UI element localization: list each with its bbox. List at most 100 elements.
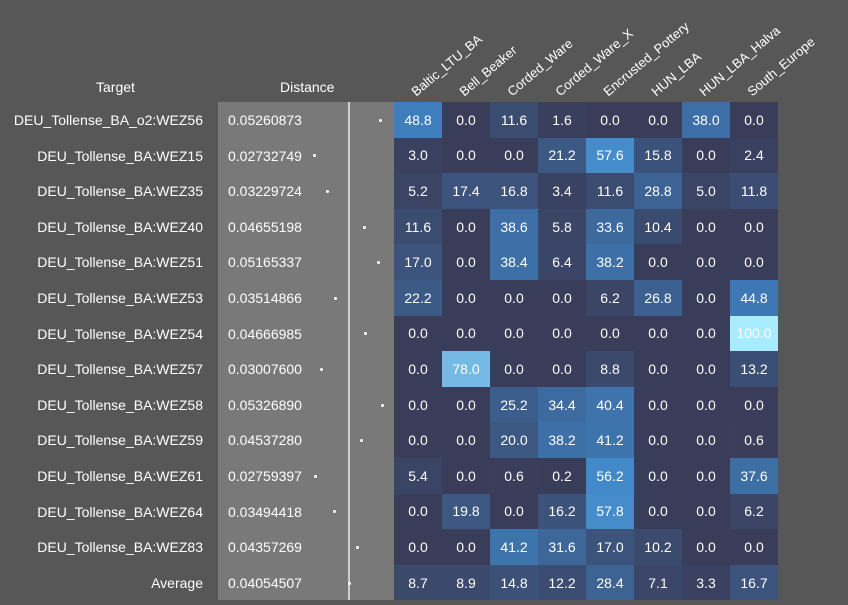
heatmap-cell: 15.8 bbox=[634, 137, 682, 174]
heatmap-cell: 0.0 bbox=[682, 422, 730, 458]
heatmap-cell: 14.8 bbox=[490, 564, 538, 601]
heatmap-cell: 21.2 bbox=[538, 137, 586, 174]
heatmap-cell: 0.0 bbox=[634, 386, 682, 423]
heatmap-cell: 0.0 bbox=[394, 422, 442, 458]
row-label: Average bbox=[151, 574, 203, 591]
heatmap-cell: 0.0 bbox=[442, 102, 490, 138]
heatmap-cell: 33.6 bbox=[586, 208, 634, 245]
heatmap-cell: 0.0 bbox=[682, 137, 730, 174]
heatmap-cell: 57.6 bbox=[586, 137, 634, 174]
heatmap-cell: 0.2 bbox=[538, 458, 586, 494]
heatmap-cell: 44.8 bbox=[730, 280, 778, 316]
heatmap-cell: 0.0 bbox=[682, 280, 730, 316]
heatmap-cell: 0.0 bbox=[394, 315, 442, 352]
distance-value: 0.02759397 bbox=[228, 468, 302, 484]
heatmap-cell: 16.7 bbox=[730, 564, 778, 601]
heatmap-cell: 0.0 bbox=[490, 351, 538, 387]
heatmap-cell: 5.2 bbox=[394, 173, 442, 209]
distance-dot bbox=[363, 332, 367, 336]
heatmap-cell: 0.0 bbox=[490, 493, 538, 530]
target-column-header: Target bbox=[96, 79, 135, 95]
distance-panel bbox=[218, 102, 394, 600]
distance-dot bbox=[380, 403, 384, 407]
distance-dot bbox=[376, 261, 380, 265]
distance-separator-line bbox=[348, 102, 350, 600]
heatmap-cell: 0.0 bbox=[730, 244, 778, 280]
heatmap-cell: 0.0 bbox=[634, 315, 682, 352]
distance-value: 0.04357269 bbox=[228, 539, 302, 556]
heatmap-cell: 0.0 bbox=[538, 280, 586, 316]
distance-dot bbox=[355, 546, 359, 549]
distance-value: 0.04537280 bbox=[228, 432, 302, 449]
heatmap-cell: 48.8 bbox=[394, 102, 442, 138]
heatmap-cell: 11.6 bbox=[490, 102, 538, 138]
heatmap-cell: 2.4 bbox=[730, 137, 778, 174]
distance-value: 0.04655198 bbox=[228, 218, 302, 235]
row-label: DEU_Tollense_BA:WEZ15 bbox=[37, 147, 203, 164]
heatmap-cell: 28.8 bbox=[634, 173, 682, 209]
distance-dot bbox=[360, 439, 364, 443]
heatmap-cell: 31.6 bbox=[538, 529, 586, 565]
distance-column-header: Distance bbox=[280, 79, 335, 95]
heatmap-cell: 26.8 bbox=[634, 280, 682, 316]
heatmap-cell: 0.0 bbox=[586, 315, 634, 352]
heatmap-cell: 8.8 bbox=[586, 351, 634, 387]
distance-dot bbox=[347, 581, 351, 585]
heatmap-cell: 5.4 bbox=[394, 458, 442, 494]
heatmap-cell: 0.0 bbox=[442, 458, 490, 494]
distance-value: 0.03494418 bbox=[228, 503, 302, 520]
distance-value: 0.05260873 bbox=[228, 112, 302, 128]
heatmap-cell: 0.0 bbox=[730, 102, 778, 138]
heatmap-cell: 0.6 bbox=[730, 422, 778, 458]
distance-value: 0.03514866 bbox=[228, 290, 302, 306]
heatmap-cell: 10.4 bbox=[634, 208, 682, 245]
heatmap-cell: 0.0 bbox=[442, 208, 490, 245]
heatmap-cell: 13.2 bbox=[730, 351, 778, 387]
heatmap-cell: 0.0 bbox=[442, 315, 490, 352]
distance-dot bbox=[313, 154, 317, 158]
row-label: DEU_Tollense_BA:WEZ35 bbox=[37, 183, 203, 200]
heatmap-cell: 17.0 bbox=[586, 529, 634, 565]
heatmap-cell: 17.0 bbox=[394, 244, 442, 280]
heatmap-cell: 0.0 bbox=[442, 386, 490, 423]
heatmap-cell: 28.4 bbox=[586, 564, 634, 601]
row-label: DEU_Tollense_BA:WEZ40 bbox=[37, 218, 203, 235]
heatmap-cell: 100.0 bbox=[730, 315, 778, 352]
row-label: DEU_Tollense_BA:WEZ61 bbox=[37, 468, 203, 484]
heatmap-cell: 0.0 bbox=[538, 351, 586, 387]
distance-dot bbox=[333, 296, 337, 300]
distance-dot bbox=[379, 118, 383, 122]
heatmap-cell: 78.0 bbox=[442, 351, 490, 387]
distance-value: 0.05326890 bbox=[228, 396, 302, 413]
heatmap-cell: 0.0 bbox=[634, 458, 682, 494]
heatmap-cell: 11.6 bbox=[394, 208, 442, 245]
heatmap-cell: 3.3 bbox=[682, 564, 730, 601]
heatmap-cell: 22.2 bbox=[394, 280, 442, 316]
heatmap-cell: 38.2 bbox=[538, 422, 586, 458]
heatmap-cell: 0.0 bbox=[682, 493, 730, 530]
distance-dot bbox=[313, 474, 317, 478]
heatmap-cell: 56.2 bbox=[586, 458, 634, 494]
heatmap-cell: 19.8 bbox=[442, 493, 490, 530]
heatmap-cell: 0.0 bbox=[634, 102, 682, 138]
heatmap-cell: 3.4 bbox=[538, 173, 586, 209]
distance-dot bbox=[326, 190, 330, 193]
heatmap-cell: 0.0 bbox=[394, 386, 442, 423]
heatmap-cell: 10.2 bbox=[634, 529, 682, 565]
heatmap-cell: 0.0 bbox=[634, 422, 682, 458]
heatmap-cell: 5.8 bbox=[538, 208, 586, 245]
heatmap-cell: 5.0 bbox=[682, 173, 730, 209]
row-label: DEU_Tollense_BA_o2:WEZ56 bbox=[13, 112, 203, 128]
heatmap-cell: 38.4 bbox=[490, 244, 538, 280]
heatmap-cell: 0.0 bbox=[490, 280, 538, 316]
heatmap-cell: 0.0 bbox=[394, 351, 442, 387]
heatmap-cell: 7.1 bbox=[634, 564, 682, 601]
heatmap-cell: 6.2 bbox=[586, 280, 634, 316]
heatmap-cell: 38.6 bbox=[490, 208, 538, 245]
heatmap-cell: 8.7 bbox=[394, 564, 442, 601]
heatmap-cell: 11.6 bbox=[586, 173, 634, 209]
heatmap-cell: 57.8 bbox=[586, 493, 634, 530]
heatmap-cell: 0.0 bbox=[682, 529, 730, 565]
column-label: Encrusted_Pottery bbox=[600, 18, 692, 99]
